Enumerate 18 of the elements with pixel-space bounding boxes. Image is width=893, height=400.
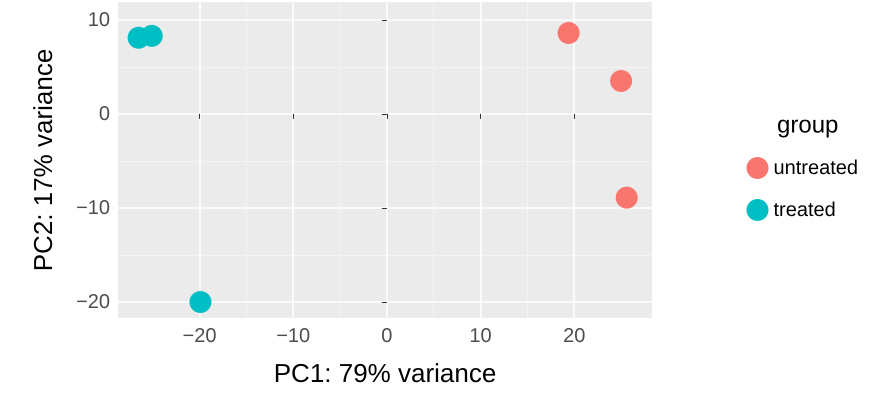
- y-tick-label: −20: [76, 291, 110, 314]
- x-tick-label: −20: [182, 325, 216, 347]
- x-tick-label: 20: [563, 325, 586, 347]
- x-tick-label: 0: [381, 325, 392, 347]
- point: [616, 186, 638, 209]
- y-axis-title: PC2: 17% variance: [28, 48, 58, 272]
- y-tick-label: 10: [88, 8, 110, 31]
- legend-label: untreated: [773, 157, 858, 179]
- legend-title: group: [777, 112, 838, 138]
- legend-label: treated: [773, 199, 836, 221]
- point: [610, 70, 632, 92]
- x-axis-title: PC1: 79% variance: [274, 358, 496, 388]
- point: [558, 22, 580, 44]
- x-tick-label: −10: [276, 325, 310, 347]
- y-tick-label: −10: [76, 196, 110, 219]
- y-tick-label: 0: [98, 102, 110, 125]
- x-tick-label: 10: [469, 325, 492, 347]
- point: [189, 291, 212, 314]
